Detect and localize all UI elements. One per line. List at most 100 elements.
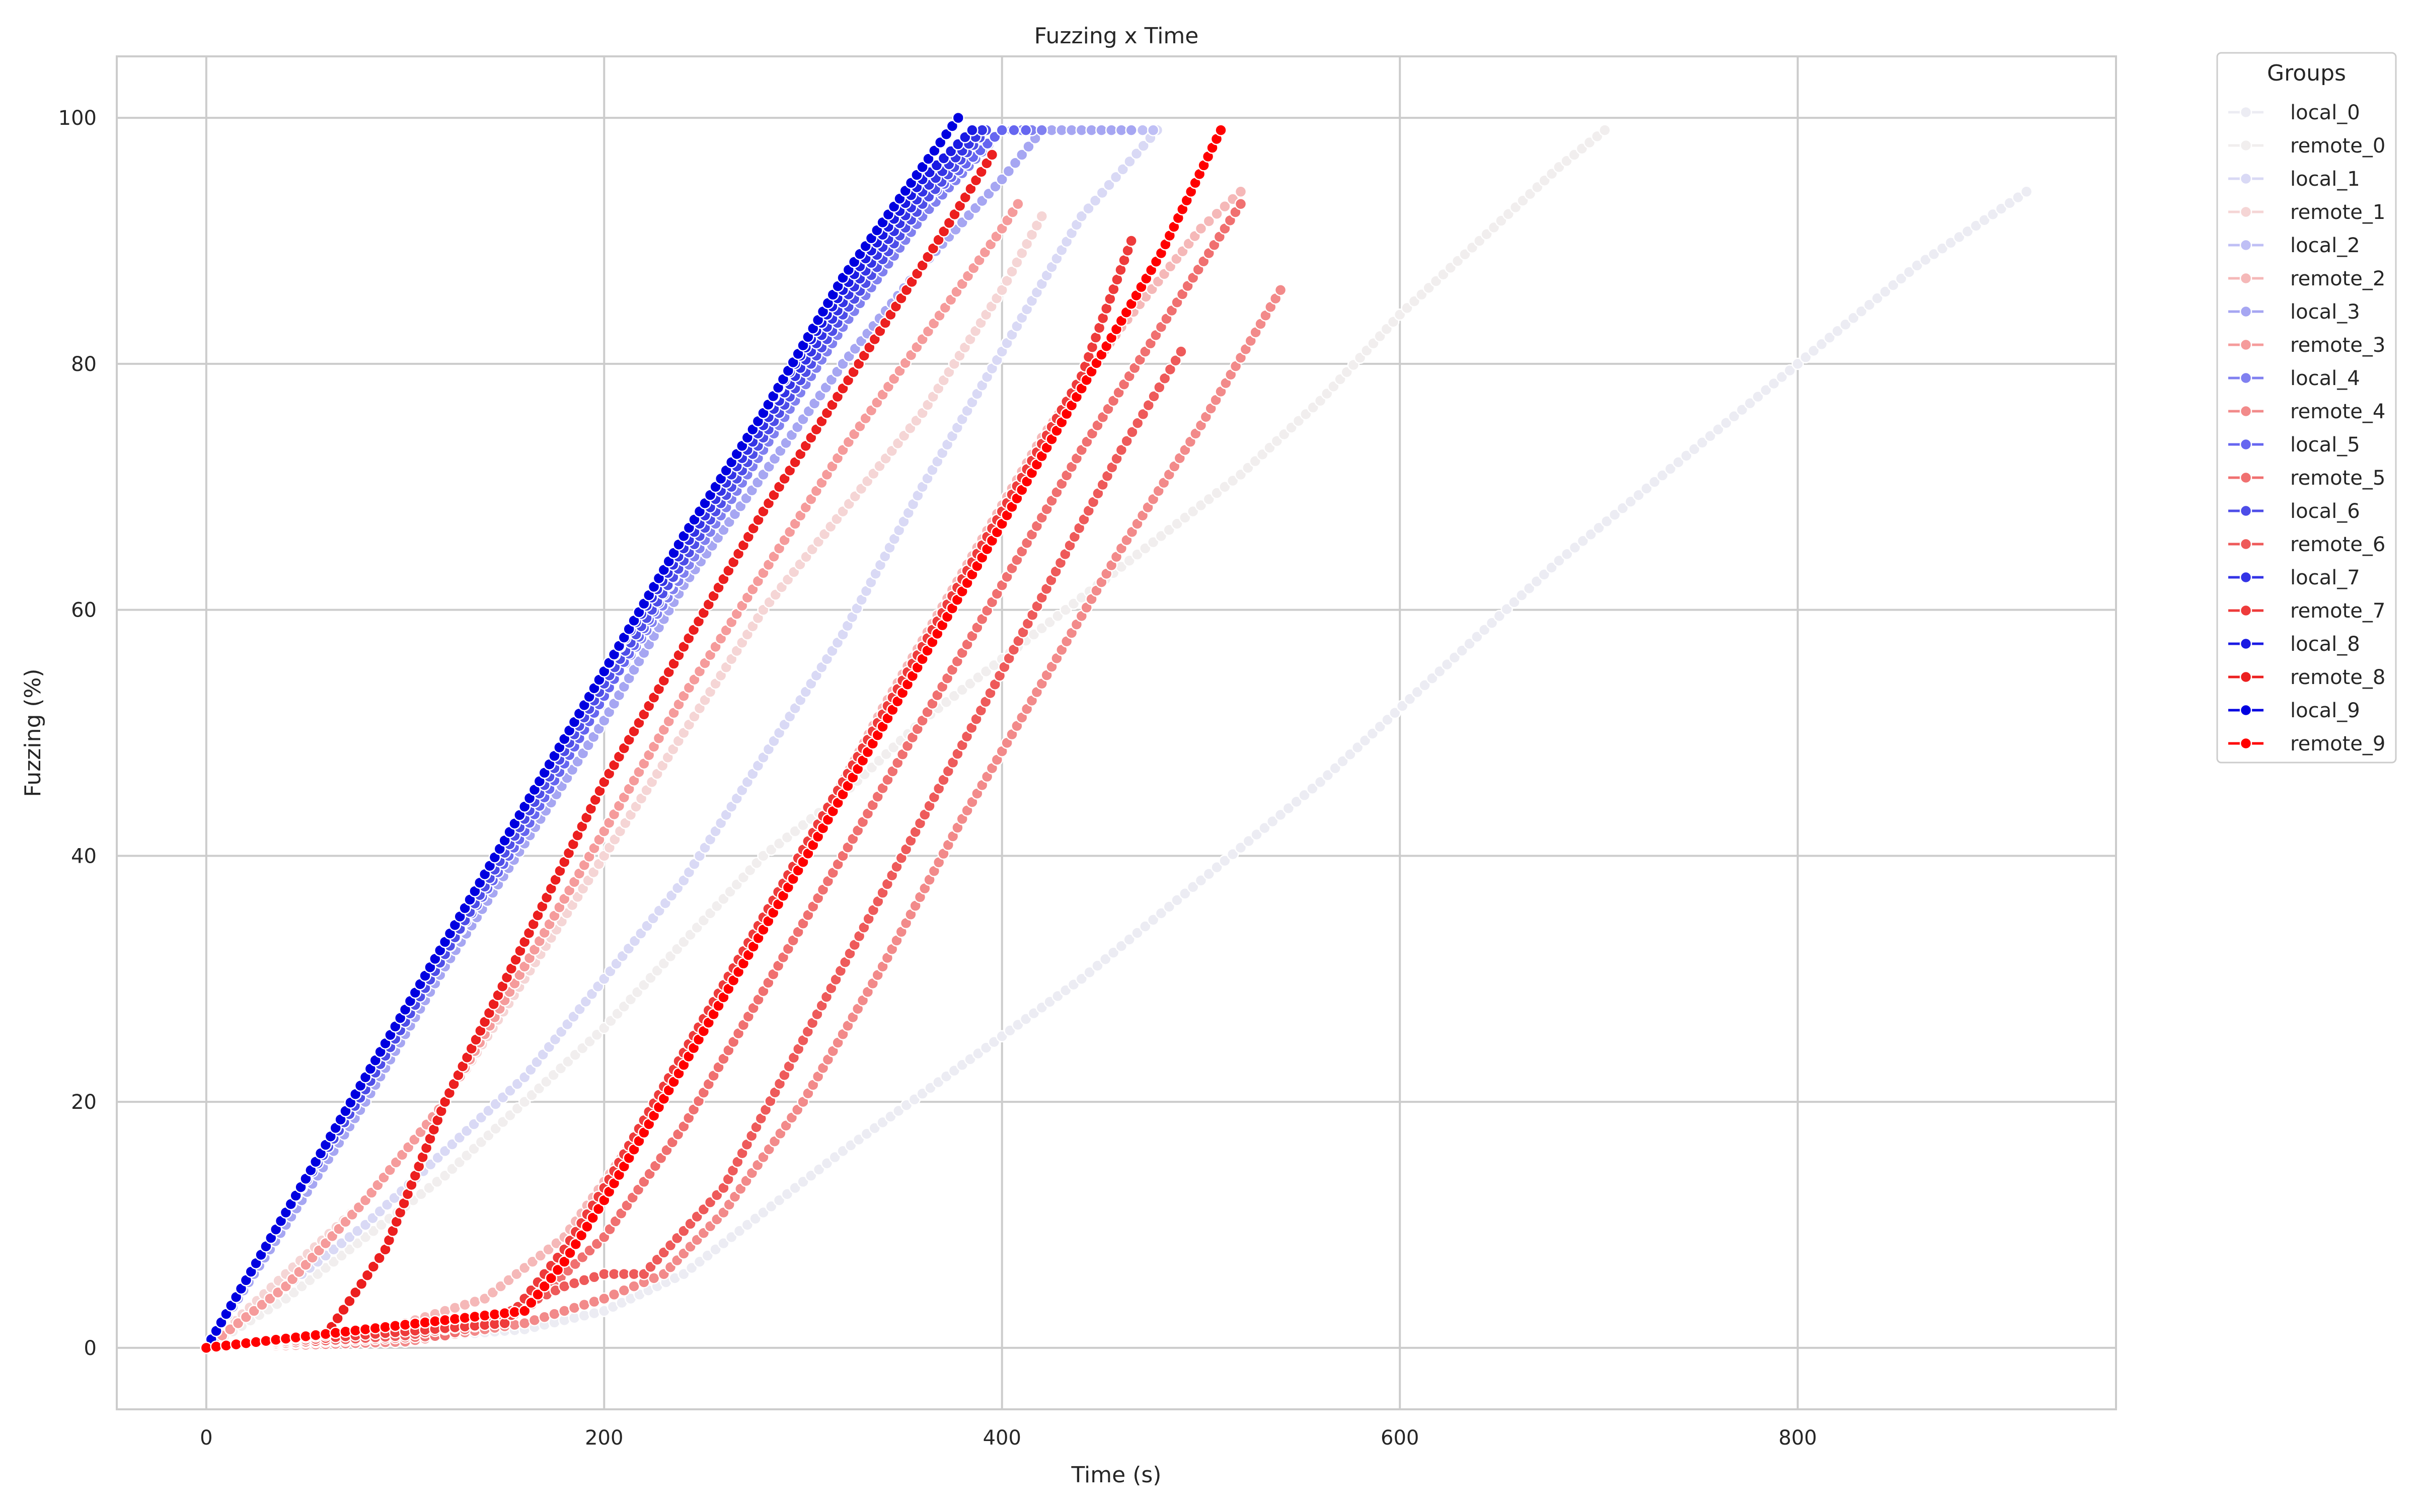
data-point [423,1181,435,1194]
legend-marker [2239,371,2252,385]
x-tick-label: 200 [585,1426,623,1450]
data-point [1282,802,1295,815]
legend-label: local_7 [2290,566,2360,589]
data-point [438,1314,451,1327]
data-point [1823,331,1836,344]
data-point [1131,548,1144,561]
y-tick-label: 60 [71,599,97,622]
data-point [1791,357,1804,370]
data-point [349,1286,362,1299]
data-point [1163,900,1175,913]
data-point [399,1318,412,1331]
data-point [359,1323,372,1336]
data-point [1164,363,1177,376]
data-point [1131,927,1144,939]
legend-marker [2239,305,2252,318]
data-point [1696,436,1709,449]
data-point [1411,686,1424,699]
data-point [1433,665,1446,678]
data-point [339,1325,352,1338]
data-point [550,1237,563,1250]
data-point [1545,561,1558,574]
data-point [335,1237,348,1250]
data-point [1211,487,1223,499]
data-point [256,1299,268,1311]
data-point [1266,815,1279,828]
legend-label: local_1 [2290,168,2360,191]
data-point [1179,511,1191,524]
data-point [1953,231,1966,244]
data-point [200,1341,213,1354]
data-point [311,1267,324,1280]
data-point [1508,596,1521,609]
data-point [1839,318,1852,331]
data-point [279,1332,292,1345]
data-point [343,1243,356,1256]
data-point [1336,755,1349,768]
data-point [1493,610,1506,623]
legend-label: local_8 [2290,633,2360,656]
data-point [996,284,1008,296]
data-point [996,173,1008,186]
data-point [1919,253,1932,266]
data-point [459,1312,471,1324]
data-point [1344,748,1356,761]
data-point [1500,602,1513,616]
legend-marker [2239,670,2252,684]
data-point [1116,163,1129,176]
data-point [1169,354,1182,367]
data-point [260,1334,272,1347]
data-point [355,1277,368,1290]
data-point [1815,338,1828,351]
data-point [1366,727,1379,740]
data-point [369,1322,382,1335]
data-point [1109,171,1122,184]
data-point [1008,124,1020,136]
y-tick-label: 0 [84,1337,97,1360]
legend-marker [2239,338,2252,351]
data-point [1831,325,1844,337]
data-point [1125,235,1138,247]
data-point [789,1181,801,1194]
data-point [1130,147,1143,160]
data-point [1799,351,1812,364]
data-point [367,1225,380,1237]
data-point [1215,124,1227,136]
legend-label: remote_2 [2290,267,2385,290]
data-point [295,1280,308,1293]
legend-marker [2239,571,2252,584]
plot-frame [116,55,2117,1410]
data-point [1082,202,1095,215]
data-point [797,819,809,831]
data-point [1171,517,1183,530]
data-point [1016,148,1028,161]
data-point [1147,914,1160,926]
data-point [1485,617,1498,629]
data-point [1887,279,1900,291]
data-point [1727,410,1741,423]
data-point [415,1188,427,1200]
data-point [351,1225,364,1237]
data-point [781,831,794,844]
data-point [1091,959,1104,972]
data-point [1456,644,1468,657]
data-point [1171,894,1183,906]
data-point [327,1243,340,1256]
data-point [956,684,968,696]
data-point [1022,140,1035,153]
data-point [797,1175,809,1188]
data-point [588,1307,600,1320]
data-point [1704,430,1716,442]
y-tick-label: 40 [71,845,97,868]
legend-label: local_2 [2290,234,2360,257]
data-point [1202,215,1216,228]
data-point [1067,597,1080,610]
data-point [1123,933,1136,946]
data-point [1995,202,2008,215]
data-point [1396,700,1409,712]
data-point [1186,881,1199,893]
data-point [1735,403,1749,416]
data-point [1895,272,1908,285]
data-point [494,1280,507,1293]
data-point [1744,397,1757,410]
